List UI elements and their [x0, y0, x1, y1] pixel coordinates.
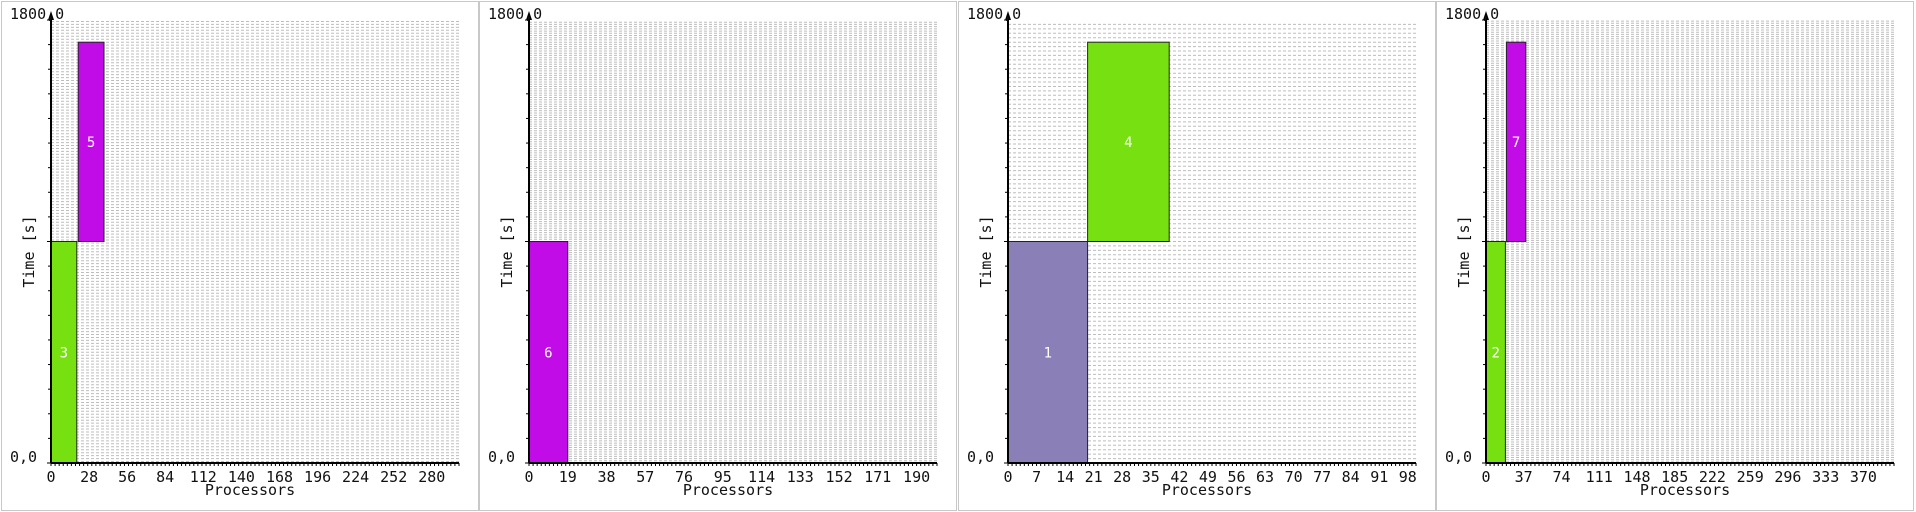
- x-tick-label: 222: [1699, 468, 1726, 486]
- x-tick-label: 370: [1850, 468, 1877, 486]
- x-tick-label: 0: [1003, 468, 1012, 486]
- y-tick-label: 0,0: [10, 448, 37, 466]
- chart-panel-2: 6 0,0 1800,0 0 19 38 57 76 95 114 133 152 171 190 Proc…: [479, 1, 957, 511]
- job-block: [1007, 241, 1089, 464]
- y-tick-label: 1800,0: [967, 5, 1021, 23]
- x-tick-label: 37: [1515, 468, 1533, 486]
- job-label: 1: [1044, 345, 1052, 361]
- y-tick-label: 1800,0: [1445, 5, 1499, 23]
- x-tick-label: 0: [1481, 468, 1490, 486]
- x-tick-label: 70: [1285, 468, 1303, 486]
- y-axis-title: Time [s]: [977, 215, 995, 287]
- x-tick-label: 196: [304, 468, 331, 486]
- x-tick-label: 133: [787, 468, 814, 486]
- x-tick-label: 0: [524, 468, 533, 486]
- x-tick-label: 21: [1085, 468, 1103, 486]
- x-tick-label: 76: [675, 468, 693, 486]
- job-block: [77, 41, 105, 243]
- job-label: 4: [1124, 135, 1132, 151]
- y-axis-title: Time [s]: [1455, 215, 1473, 287]
- job-block: [1505, 41, 1527, 243]
- x-tick-label: 84: [1342, 468, 1360, 486]
- x-tick-label: 98: [1399, 468, 1417, 486]
- x-tick-label: 224: [342, 468, 369, 486]
- x-tick-label: 152: [826, 468, 853, 486]
- x-tick-label: 280: [418, 468, 445, 486]
- job-label: 5: [87, 135, 95, 151]
- x-tick-label: 38: [597, 468, 615, 486]
- x-tick-label: 140: [228, 468, 255, 486]
- y-axis-arrow: [1005, 11, 1011, 20]
- gridlines: [1486, 20, 1894, 463]
- y-tick-label: 1800,0: [488, 5, 542, 23]
- y-tick-label: 0,0: [967, 448, 994, 466]
- job-block: [1087, 41, 1170, 243]
- x-tick-label: 148: [1623, 468, 1650, 486]
- x-axis-title: Processors: [1162, 481, 1252, 499]
- x-tick-label: 185: [1661, 468, 1688, 486]
- x-tick-label: 259: [1737, 468, 1764, 486]
- x-tick-label: 14: [1056, 468, 1074, 486]
- x-tick-label: 28: [1113, 468, 1131, 486]
- x-tick-label: 171: [864, 468, 891, 486]
- x-tick-label: 252: [380, 468, 407, 486]
- chart-panel-4: 2 7 0,0 1800,0 0 37 74 111 148 185 222 259 296 333 370…: [1436, 1, 1914, 511]
- x-tick-label: 28: [80, 468, 98, 486]
- job-label: 6: [544, 345, 552, 361]
- y-tick-label: 0,0: [1445, 448, 1472, 466]
- x-tick-label: 296: [1774, 468, 1801, 486]
- x-tick-label: 7: [1032, 468, 1041, 486]
- x-tick-label: 57: [636, 468, 654, 486]
- x-tick-label: 95: [714, 468, 732, 486]
- gridlines: [529, 21, 937, 462]
- y-axis-arrow: [1483, 11, 1489, 20]
- gridlines: [51, 21, 459, 462]
- x-tick-label: 91: [1370, 468, 1388, 486]
- x-tick-label: 111: [1586, 468, 1613, 486]
- x-tick-label: 168: [266, 468, 293, 486]
- y-axis-arrow: [526, 11, 532, 20]
- y-tick-label: 1800,0: [10, 5, 64, 23]
- x-axis-title: Processors: [683, 481, 773, 499]
- x-tick-label: 77: [1313, 468, 1331, 486]
- chart-panel-1: 3 5 0,0 1800,0 0 28 56 84 112 140 168 196 224 252 280 P…: [1, 1, 479, 511]
- x-tick-label: 56: [118, 468, 136, 486]
- x-tick-label: 56: [1227, 468, 1245, 486]
- x-tick-label: 49: [1199, 468, 1217, 486]
- x-tick-label: 84: [156, 468, 174, 486]
- x-tick-label: 190: [903, 468, 930, 486]
- x-tick-label: 0: [46, 468, 55, 486]
- job-label: 7: [1512, 135, 1520, 151]
- y-axis-arrow: [48, 11, 54, 20]
- x-axis-title: Processors: [1640, 481, 1730, 499]
- y-tick-label: 0,0: [488, 448, 515, 466]
- x-tick-label: 19: [559, 468, 577, 486]
- x-tick-label: 333: [1812, 468, 1839, 486]
- y-axis-title: Time [s]: [20, 215, 38, 287]
- job-label: 2: [1491, 345, 1499, 361]
- x-tick-label: 63: [1256, 468, 1274, 486]
- x-tick-label: 112: [190, 468, 217, 486]
- x-tick-label: 42: [1170, 468, 1188, 486]
- x-tick-label: 74: [1552, 468, 1570, 486]
- x-axis-title: Processors: [205, 481, 295, 499]
- x-tick-label: 35: [1142, 468, 1160, 486]
- y-axis-title: Time [s]: [498, 215, 516, 287]
- job-label: 3: [60, 345, 68, 361]
- x-tick-label: 114: [748, 468, 775, 486]
